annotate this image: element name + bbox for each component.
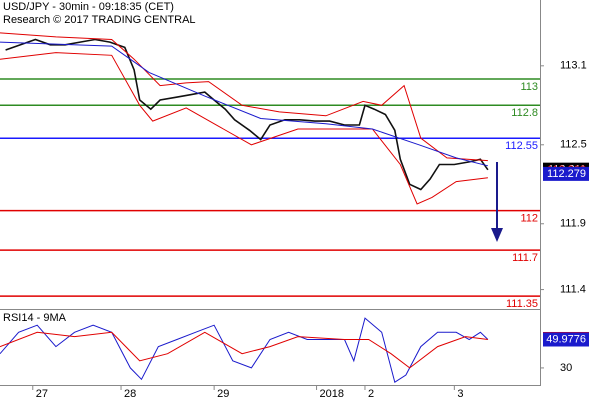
series-line <box>5 38 489 191</box>
x-tick-label: 2018 <box>320 388 344 400</box>
x-tick-label: 3 <box>457 388 463 400</box>
y-tick-label: 112.5 <box>560 139 587 151</box>
y-tick-label: 111.9 <box>560 218 586 230</box>
price-label: 49.9776 <box>546 333 586 345</box>
level-label: 111.35 <box>506 298 538 310</box>
series-line <box>0 52 488 205</box>
series-line <box>0 41 489 167</box>
y-tick-label: 111.4 <box>560 283 586 295</box>
price-box <box>543 332 589 347</box>
forecast-arrow-head <box>491 228 503 242</box>
level-label: 112.55 <box>505 140 538 152</box>
series-line <box>0 317 489 383</box>
level-label: 113 <box>520 81 538 93</box>
y-tick-label: 30 <box>560 362 572 374</box>
price-box <box>543 166 589 181</box>
price-label: 112.279 <box>547 168 586 180</box>
x-tick-label: 2 <box>368 388 374 400</box>
chart-subtitle: Research © 2017 TRADING CENTRAL <box>3 14 196 26</box>
level-label: 111.7 <box>512 252 538 264</box>
chart-title: USD/JPY - 30min - 09:18:35 (CET) <box>3 1 174 13</box>
x-tick-label: 28 <box>124 388 136 400</box>
level-label: 112 <box>520 213 538 225</box>
series-line <box>0 331 488 369</box>
rsi-title: RSI14 - 9MA <box>3 312 67 324</box>
x-tick-label: 27 <box>36 388 48 400</box>
level-label: 112.8 <box>511 107 538 119</box>
series-line <box>0 32 488 162</box>
x-tick-label: 29 <box>217 388 229 400</box>
y-tick-label: 113.1 <box>560 60 587 72</box>
plot-layer: 113.1 112.5 111.9 111.4 113 112.8 112.55 112 111… <box>0 32 589 400</box>
